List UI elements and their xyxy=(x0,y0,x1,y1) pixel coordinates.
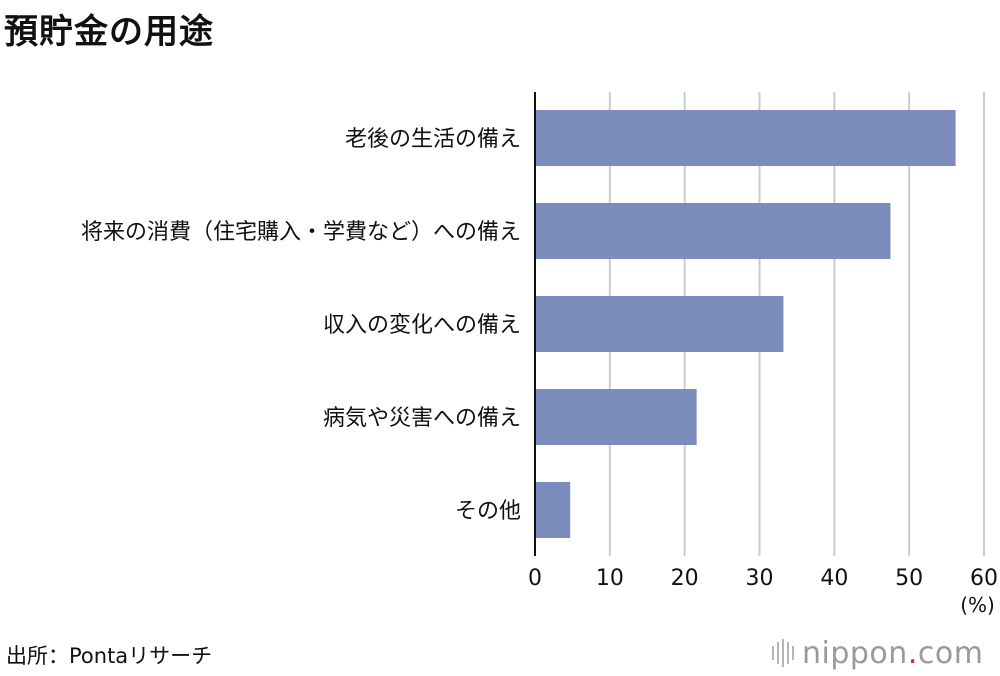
logo-text: nippon.com xyxy=(802,636,983,671)
category-label: その他 xyxy=(455,499,521,524)
bars xyxy=(535,110,956,538)
bar xyxy=(535,296,784,352)
x-tick-labels: 0 10 20 30 40 50 60 xyxy=(528,566,998,591)
category-label: 病気や災害への備え xyxy=(323,406,521,431)
x-tick-label: 20 xyxy=(671,566,699,591)
category-labels: 老後の生活の備え将来の消費（住宅購入・学費など）への備え収入の変化への備え病気や… xyxy=(81,127,521,524)
x-tick-label: 0 xyxy=(528,566,542,591)
nippon-logo[interactable]: nippon.com xyxy=(772,636,983,671)
x-tick-label: 10 xyxy=(596,566,624,591)
logo-mark-icon xyxy=(772,639,794,667)
x-tick-label: 40 xyxy=(820,566,848,591)
bar xyxy=(535,203,891,259)
x-tick-label: 30 xyxy=(746,566,774,591)
category-label: 老後の生活の備え xyxy=(345,127,521,152)
category-label: 将来の消費（住宅購入・学費など）への備え xyxy=(81,220,521,245)
bar xyxy=(535,389,697,445)
category-label: 収入の変化への備え xyxy=(323,313,521,338)
bar xyxy=(535,110,956,166)
x-tick-label: 60 xyxy=(970,566,998,591)
logo-tld: com xyxy=(917,635,984,671)
x-axis-unit: (%) xyxy=(960,593,995,617)
chart-title: 預貯金の用途 xyxy=(4,12,214,52)
source-note: 出所：Pontaリサーチ xyxy=(6,644,213,668)
logo-name: nippon xyxy=(802,635,908,671)
x-tick-label: 50 xyxy=(895,566,923,591)
bar xyxy=(535,482,571,538)
logo-dot: . xyxy=(907,635,918,671)
